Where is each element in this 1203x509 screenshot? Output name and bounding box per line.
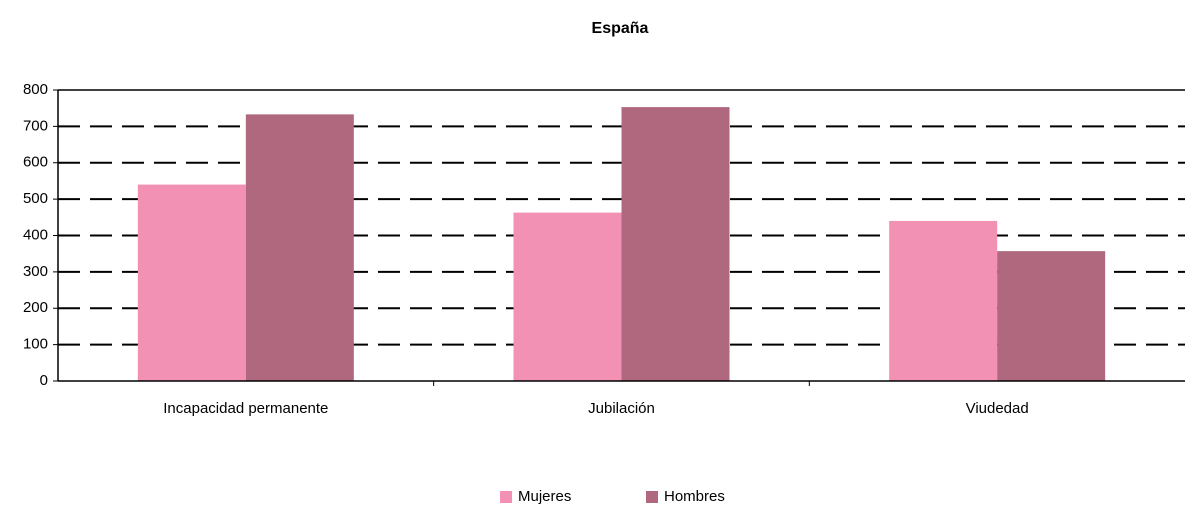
y-tick-label: 700 <box>23 117 48 134</box>
y-tick-label: 200 <box>23 299 48 316</box>
legend-swatch <box>646 491 658 503</box>
x-tick-label: Incapacidad permanente <box>163 400 328 417</box>
y-tick-label: 300 <box>23 263 48 280</box>
legend-swatch <box>500 491 512 503</box>
bar <box>245 114 354 381</box>
y-tick-label: 100 <box>23 336 48 353</box>
bar <box>997 251 1106 381</box>
bar <box>621 107 730 381</box>
y-tick-label: 400 <box>23 226 48 243</box>
legend-label: Hombres <box>664 488 725 505</box>
chart-title: España <box>592 20 649 37</box>
bar <box>889 220 998 381</box>
y-tick-label: 0 <box>40 372 48 389</box>
x-tick-label: Viudedad <box>966 400 1029 417</box>
y-tick-label: 800 <box>23 81 48 98</box>
legend-label: Mujeres <box>518 488 571 505</box>
y-tick-label: 500 <box>23 190 48 207</box>
bar <box>513 212 622 381</box>
x-tick-label: Jubilación <box>588 400 655 417</box>
bar <box>137 184 246 381</box>
y-tick-label: 600 <box>23 154 48 171</box>
